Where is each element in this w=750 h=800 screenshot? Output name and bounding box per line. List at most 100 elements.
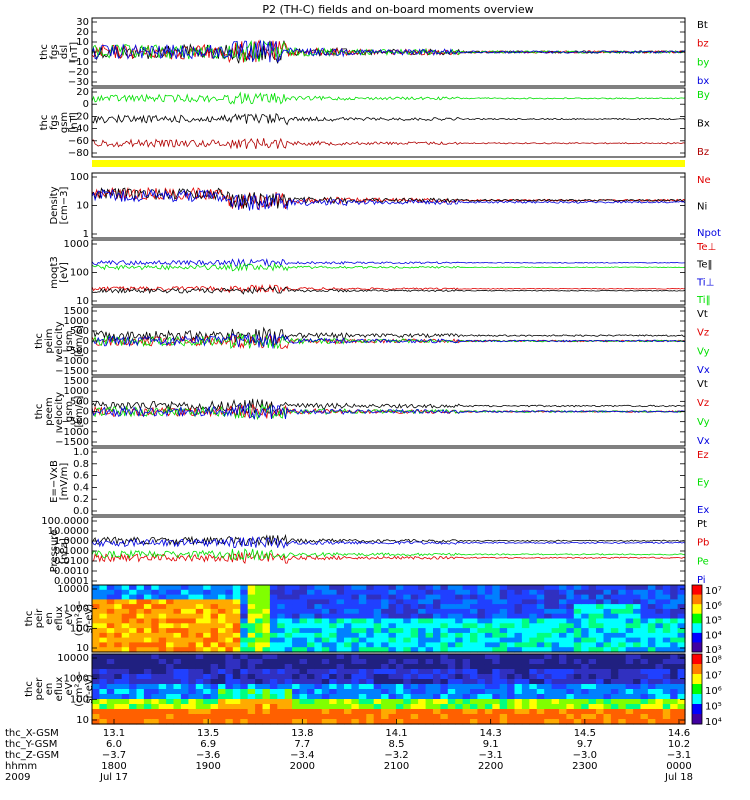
heatmap-cell bbox=[596, 704, 604, 710]
heatmap-cell bbox=[670, 604, 679, 610]
heatmap-cell bbox=[188, 684, 197, 690]
heatmap-cell bbox=[351, 659, 360, 665]
series-pressure-1 bbox=[91, 551, 686, 564]
heatmap-cell bbox=[173, 628, 182, 634]
heatmap-cell bbox=[470, 664, 478, 670]
heatmap-cell bbox=[373, 608, 382, 615]
heatmap-cell bbox=[218, 604, 226, 610]
heatmap-cell bbox=[425, 699, 434, 705]
heatmap-cell bbox=[351, 628, 360, 634]
heatmap-cell bbox=[99, 654, 108, 660]
heatmap-cell bbox=[173, 637, 182, 643]
heatmap-cell bbox=[544, 714, 553, 720]
heatmap-cell bbox=[447, 589, 456, 596]
heatmap-cell bbox=[203, 709, 212, 715]
heatmap-cell bbox=[203, 642, 212, 648]
heatmap-cell bbox=[440, 618, 449, 624]
heatmap-cell bbox=[647, 684, 656, 690]
heatmap-cell bbox=[329, 594, 338, 600]
heatmap-cell bbox=[321, 679, 330, 685]
heatmap-cell bbox=[484, 714, 493, 720]
heatmap-cell bbox=[173, 642, 182, 648]
heatmap-cell bbox=[610, 599, 619, 605]
colorbar-segment bbox=[692, 642, 702, 653]
heatmap-cell bbox=[218, 719, 226, 725]
y-axis-label: thc bbox=[34, 404, 45, 420]
heatmap-cell bbox=[218, 637, 226, 643]
heatmap-cell bbox=[121, 669, 130, 675]
y-tick-label: 20 bbox=[76, 87, 89, 98]
heatmap-cell bbox=[410, 654, 419, 660]
y-axis-label: [nT] bbox=[69, 112, 80, 132]
heatmap-cell bbox=[625, 637, 634, 643]
heatmap-cell bbox=[92, 613, 100, 620]
heatmap-cell bbox=[670, 613, 679, 620]
heatmap-cell bbox=[603, 628, 612, 634]
heatmap-cell bbox=[484, 659, 493, 665]
heatmap-cell bbox=[588, 694, 597, 700]
heatmap-cell bbox=[121, 585, 130, 591]
heatmap-cell bbox=[610, 709, 619, 715]
heatmap-cell bbox=[492, 654, 501, 660]
legend-entry: Vz bbox=[697, 328, 709, 339]
heatmap-cell bbox=[262, 632, 271, 639]
heatmap-cell bbox=[559, 674, 567, 680]
heatmap-cell bbox=[544, 674, 553, 680]
heatmap-cell bbox=[106, 719, 115, 725]
heatmap-cell bbox=[166, 599, 175, 605]
heatmap-cell bbox=[573, 674, 582, 680]
heatmap-cell bbox=[351, 664, 360, 670]
heatmap-cell bbox=[484, 684, 493, 690]
heatmap-cell bbox=[499, 647, 508, 653]
heatmap-cell bbox=[136, 659, 145, 665]
traces-peim-velocity bbox=[91, 326, 686, 350]
heatmap-cell bbox=[255, 699, 264, 705]
heatmap-cell bbox=[240, 659, 249, 665]
heatmap-cell bbox=[455, 654, 464, 660]
heatmap-cell bbox=[314, 699, 323, 705]
heatmap-cell bbox=[447, 694, 456, 700]
heatmap-cell bbox=[307, 618, 315, 624]
heatmap-cell bbox=[218, 689, 226, 695]
x-tick-label: 14.5 bbox=[574, 728, 596, 739]
heatmap-cell bbox=[99, 719, 108, 725]
heatmap-cell bbox=[410, 637, 419, 643]
x-tick-label: 1800 bbox=[101, 761, 126, 772]
colorbar-label: 10⁴ bbox=[705, 717, 722, 728]
heatmap-cell bbox=[536, 594, 545, 600]
heatmap-cell bbox=[255, 714, 264, 720]
legend-entry: Vx bbox=[697, 365, 710, 376]
heatmap-cell bbox=[640, 637, 649, 643]
heatmap-cell bbox=[292, 709, 301, 715]
heatmap-cell bbox=[366, 613, 375, 620]
heatmap-cell bbox=[358, 608, 367, 615]
heatmap-cell bbox=[492, 604, 501, 610]
heatmap-cell bbox=[225, 613, 234, 620]
heatmap-cell bbox=[314, 623, 323, 629]
heatmap-cell bbox=[521, 664, 530, 670]
y-tick-label: 20 bbox=[76, 27, 89, 38]
heatmap-cell bbox=[129, 654, 138, 660]
legend-entry: bx bbox=[697, 76, 709, 87]
heatmap-cell bbox=[284, 704, 293, 710]
heatmap-cell bbox=[92, 674, 100, 680]
heatmap-cell bbox=[447, 704, 456, 710]
heatmap-cell bbox=[551, 654, 560, 660]
heatmap-cell bbox=[344, 689, 352, 695]
heatmap-cell bbox=[173, 654, 182, 660]
heatmap-cell bbox=[277, 664, 286, 670]
heatmap-cell bbox=[336, 599, 345, 605]
y-tick-label: −1000 bbox=[55, 356, 89, 367]
heatmap-cell bbox=[670, 714, 679, 720]
heatmap-cell bbox=[677, 585, 686, 591]
y-axis-label: moqt3 bbox=[49, 256, 60, 289]
heatmap-cell bbox=[336, 679, 345, 685]
colorbar-label: 10⁷ bbox=[705, 586, 722, 597]
heatmap-cell bbox=[136, 589, 145, 596]
heatmap-cell bbox=[92, 647, 100, 653]
heatmap-cell bbox=[447, 664, 456, 670]
heatmap-cell bbox=[344, 714, 352, 720]
heatmap-cell bbox=[507, 719, 516, 725]
heatmap-cell bbox=[114, 647, 123, 653]
heatmap-cell bbox=[366, 608, 375, 615]
